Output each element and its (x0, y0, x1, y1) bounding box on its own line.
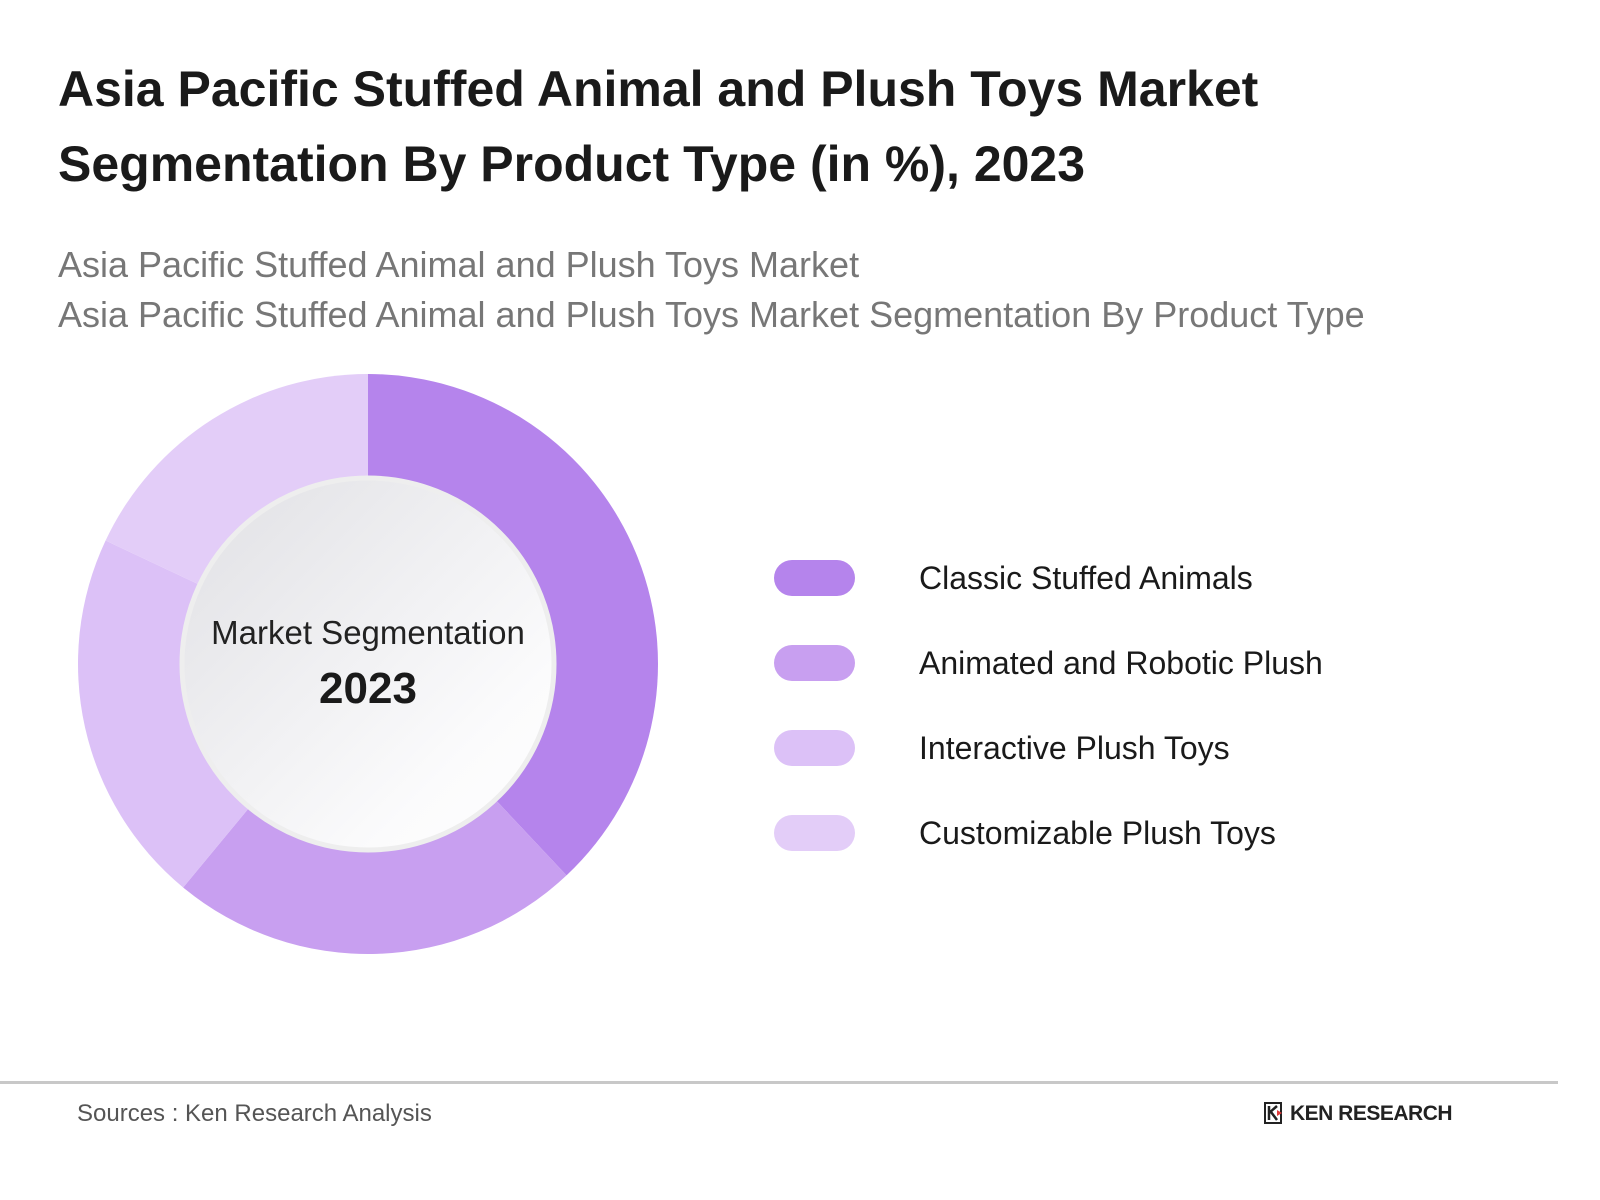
legend-item: Customizable Plush Toys (774, 815, 1323, 851)
legend-label: Animated and Robotic Plush (919, 644, 1323, 681)
logo-text: KEN RESEARCH (1290, 1102, 1453, 1125)
legend: Classic Stuffed Animals Animated and Rob… (774, 560, 1323, 900)
legend-item: Classic Stuffed Animals (774, 560, 1323, 596)
legend-item: Interactive Plush Toys (774, 730, 1323, 766)
legend-swatch (774, 730, 855, 766)
chart-subtitle: Asia Pacific Stuffed Animal and Plush To… (58, 244, 860, 285)
legend-label: Classic Stuffed Animals (919, 559, 1253, 596)
footer-divider (0, 1081, 1558, 1084)
legend-item: Animated and Robotic Plush (774, 645, 1323, 681)
chart-subtitle-2: Asia Pacific Stuffed Animal and Plush To… (58, 294, 1365, 335)
legend-swatch (774, 645, 855, 681)
legend-label: Interactive Plush Toys (919, 729, 1230, 766)
legend-swatch (774, 815, 855, 851)
center-label: Market Segmentation (211, 614, 525, 651)
ken-logo-icon (1264, 1102, 1282, 1124)
donut-chart (78, 374, 658, 954)
chart-title: Asia Pacific Stuffed Animal and Plush To… (58, 61, 1259, 192)
donut-center (179, 475, 557, 853)
source-note: Sources : Ken Research Analysis (77, 1100, 432, 1127)
ken-research-logo: KEN RESEARCH (1264, 1102, 1453, 1126)
legend-label: Customizable Plush Toys (919, 814, 1276, 851)
center-year: 2023 (319, 664, 417, 713)
donut-center-label: Market Segmentation 2023 (183, 479, 553, 849)
legend-swatch (774, 560, 855, 596)
